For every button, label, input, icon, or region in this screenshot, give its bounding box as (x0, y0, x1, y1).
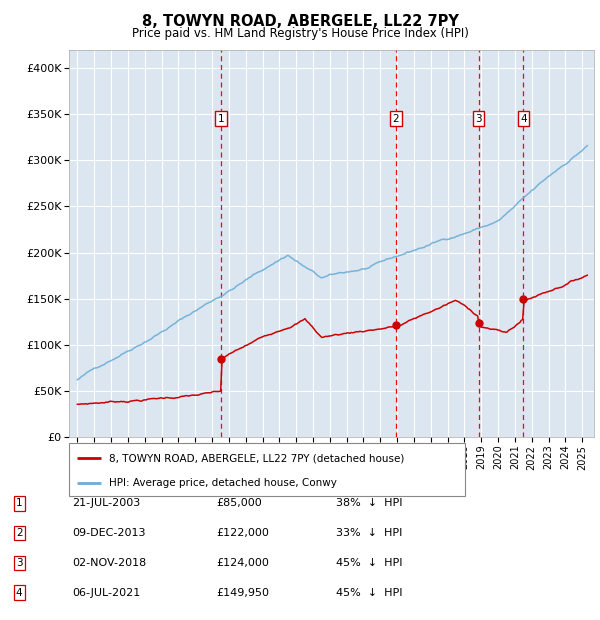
Text: £122,000: £122,000 (216, 528, 269, 538)
Text: 38%  ↓  HPI: 38% ↓ HPI (336, 498, 403, 508)
Text: 8, TOWYN ROAD, ABERGELE, LL22 7PY (detached house): 8, TOWYN ROAD, ABERGELE, LL22 7PY (detac… (109, 453, 404, 463)
Text: £149,950: £149,950 (216, 588, 269, 598)
Text: 3: 3 (16, 558, 23, 568)
Text: 4: 4 (520, 114, 527, 124)
Text: £124,000: £124,000 (216, 558, 269, 568)
Text: HPI: Average price, detached house, Conwy: HPI: Average price, detached house, Conw… (109, 478, 337, 488)
Text: 09-DEC-2013: 09-DEC-2013 (72, 528, 146, 538)
Text: 1: 1 (218, 114, 224, 124)
Text: 3: 3 (475, 114, 482, 124)
Text: 1: 1 (16, 498, 23, 508)
Text: £85,000: £85,000 (216, 498, 262, 508)
Text: 21-JUL-2003: 21-JUL-2003 (72, 498, 140, 508)
Text: 2: 2 (392, 114, 399, 124)
Text: 02-NOV-2018: 02-NOV-2018 (72, 558, 146, 568)
Text: 2: 2 (16, 528, 23, 538)
Text: 45%  ↓  HPI: 45% ↓ HPI (336, 588, 403, 598)
Text: 4: 4 (16, 588, 23, 598)
Text: 45%  ↓  HPI: 45% ↓ HPI (336, 558, 403, 568)
Text: 8, TOWYN ROAD, ABERGELE, LL22 7PY: 8, TOWYN ROAD, ABERGELE, LL22 7PY (142, 14, 458, 29)
Text: 06-JUL-2021: 06-JUL-2021 (72, 588, 140, 598)
Text: 33%  ↓  HPI: 33% ↓ HPI (336, 528, 403, 538)
Text: Price paid vs. HM Land Registry's House Price Index (HPI): Price paid vs. HM Land Registry's House … (131, 27, 469, 40)
